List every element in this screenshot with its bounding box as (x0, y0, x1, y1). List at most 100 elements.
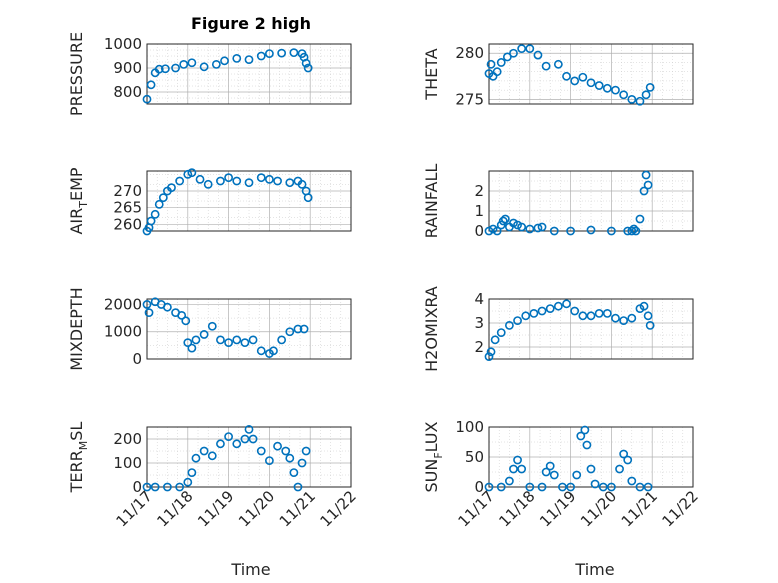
data-point (490, 335, 500, 345)
data-point (566, 226, 575, 236)
x-tick-label: 11/20 (577, 487, 620, 530)
data-point (576, 431, 586, 441)
y-tick-label: 4 (474, 290, 484, 308)
data-point (594, 81, 604, 90)
data-point (486, 59, 496, 69)
data-point (586, 464, 596, 474)
y-tick-label: 2 (474, 182, 484, 200)
data-point (183, 477, 193, 487)
data-point (232, 176, 242, 186)
data-point (199, 62, 209, 72)
data-point (301, 446, 311, 456)
data-point (533, 50, 543, 60)
data-point (504, 476, 514, 486)
data-point (293, 324, 303, 334)
data-point (619, 449, 629, 459)
data-point (220, 56, 229, 66)
data-point (232, 335, 242, 345)
y-tick-label: 280 (455, 44, 484, 62)
data-point (545, 304, 555, 313)
x-tick-label: 11/19 (194, 487, 237, 530)
data-point (509, 48, 518, 58)
y-tick-label: 100 (113, 454, 142, 472)
data-point (509, 464, 518, 474)
data-point (492, 226, 502, 236)
data-point (264, 174, 274, 184)
data-point (537, 482, 547, 492)
y-tick-label: 0 (474, 222, 484, 240)
data-point (643, 180, 653, 190)
y-tick-label: 100 (455, 418, 484, 436)
data-point (277, 48, 287, 58)
y-axis-label: SUNFLUX (422, 421, 445, 492)
y-tick-label: 900 (113, 59, 142, 77)
data-point (498, 216, 508, 226)
x-tick-label: 11/19 (536, 487, 579, 530)
data-point (154, 64, 164, 74)
panel-rainfall: 0 1 2 RAINFALL (422, 164, 694, 240)
y-axis-label: MIXDEPTH (67, 287, 86, 370)
panel-h2omixra: 2 3 4 H2OMIXRA (422, 286, 694, 372)
data-point (533, 223, 543, 233)
data-point (578, 311, 588, 321)
data-point (256, 446, 266, 456)
data-point (142, 94, 152, 104)
data-point (187, 168, 197, 178)
data-point (492, 67, 502, 77)
data-point (627, 313, 637, 323)
y-axis-label: TERRMSL (67, 422, 90, 494)
y-tick-label: 2 (474, 338, 484, 356)
data-point (281, 446, 291, 456)
data-point (154, 199, 164, 209)
data-point (517, 464, 527, 474)
y-tick-label: 275 (455, 90, 484, 108)
data-point (545, 461, 555, 471)
data-point (162, 302, 172, 312)
data-point (578, 72, 588, 82)
data-point (303, 63, 313, 73)
data-point (635, 214, 645, 224)
y-tick-label: 0 (132, 350, 142, 368)
axes-box (488, 426, 694, 488)
data-point (549, 226, 559, 236)
data-point (175, 176, 185, 186)
data-point (549, 470, 559, 480)
data-point (643, 482, 653, 492)
data-point (594, 308, 604, 318)
data-point (619, 90, 629, 100)
panel-terr_msl: 010020011/1711/1811/1911/2011/2111/22TER… (67, 422, 360, 531)
axes-box (488, 43, 694, 105)
data-point (598, 482, 608, 492)
data-point (582, 440, 592, 450)
data-point (158, 193, 168, 203)
panel-mixdepth: 0 1000 2000 MIXDEPTH (67, 287, 352, 371)
data-point (517, 222, 527, 232)
data-point (240, 338, 250, 348)
y-axis-label: THETA (422, 48, 441, 100)
data-point (602, 308, 612, 318)
data-point (150, 482, 160, 492)
data-point (645, 320, 655, 330)
data-point (303, 193, 313, 203)
data-point (191, 453, 201, 463)
data-point (607, 226, 616, 236)
data-point (216, 176, 225, 186)
data-point (525, 224, 535, 234)
data-point (572, 470, 582, 480)
data-point (525, 482, 535, 492)
data-point (199, 446, 209, 456)
data-point (273, 441, 282, 451)
data-point (248, 434, 258, 444)
x-tick-label: 11/21 (276, 487, 319, 530)
x-tick-label: 11/22 (317, 487, 360, 530)
data-point (502, 52, 512, 62)
axes-box (146, 426, 352, 488)
data-point (486, 347, 496, 357)
data-point (525, 44, 535, 54)
data-point (224, 173, 233, 183)
data-point (484, 352, 494, 361)
data-point (484, 482, 494, 492)
y-tick-label: 260 (113, 215, 142, 233)
data-point (269, 346, 278, 356)
